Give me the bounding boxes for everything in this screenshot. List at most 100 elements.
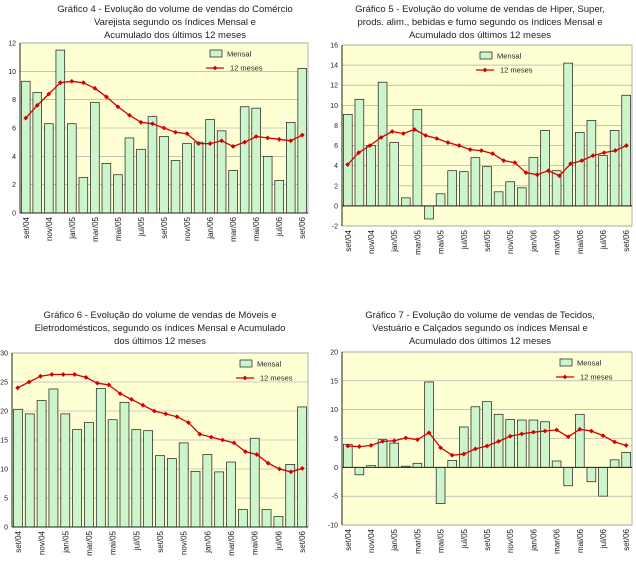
line-point	[601, 150, 607, 155]
chart-5-title-line-1: Gráfico 5 - Evolução do volume de vendas…	[355, 4, 605, 15]
line-point	[356, 150, 362, 155]
y-tick-label: 8	[12, 97, 16, 104]
line-point	[415, 437, 420, 443]
line-point	[589, 428, 594, 434]
line-point	[423, 133, 429, 138]
x-tick-label: set/06	[622, 528, 631, 550]
line-point	[612, 439, 617, 445]
line-point	[140, 402, 146, 408]
line-point	[490, 151, 495, 156]
legend-label-mensal: Mensal	[227, 50, 252, 59]
y-tick-label: 0	[12, 211, 16, 218]
x-tick-label: mai/05	[109, 530, 118, 555]
x-tick-label: set/05	[156, 530, 165, 552]
line-point	[83, 374, 89, 380]
line-point	[117, 391, 123, 396]
line-point	[219, 138, 224, 144]
x-tick-label: set/04	[344, 528, 353, 550]
line-point	[197, 431, 203, 437]
bar	[389, 442, 399, 468]
x-tick-label: set/04	[22, 216, 31, 238]
line-point	[479, 148, 484, 153]
bar	[447, 460, 457, 468]
x-tick-label: mar/06	[553, 229, 562, 254]
line-point	[173, 129, 178, 135]
y-tick-label: 5	[334, 436, 338, 443]
legend-label-mensal: Mensal	[257, 360, 282, 369]
line-point	[184, 131, 190, 137]
legend: Mensal 12 meses	[476, 52, 533, 75]
x-tick-label: set/05	[483, 229, 492, 251]
chart-4-title: Gráfico 4 - Evolução do volume de vendas…	[30, 3, 320, 42]
chart-6-title-line-3: dos últimos 12 meses	[114, 336, 206, 347]
x-tick-label: jan/05	[68, 216, 77, 239]
line-point	[151, 408, 157, 414]
line-point	[554, 427, 559, 433]
y-tick-label: 30	[0, 351, 8, 358]
chart-7-title-line-3: Acumulado dos últimos 12 meses	[408, 336, 552, 347]
line-point	[426, 430, 432, 436]
line-point	[254, 452, 260, 457]
x-tick-label: mar/05	[413, 229, 422, 254]
line-point	[534, 172, 540, 178]
line-point	[242, 139, 248, 145]
bar	[482, 401, 492, 468]
x-tick-label: mai/06	[251, 530, 260, 555]
line-point	[161, 125, 167, 131]
line-point	[600, 433, 606, 439]
line-point	[186, 420, 191, 425]
legend-label-mensal: Mensal	[577, 359, 602, 368]
chart-5-title-line-3: Acumulado dos últimos 12 meses	[408, 30, 552, 41]
y-tick-label: 4	[12, 154, 16, 161]
y-tick-label: 16	[330, 43, 338, 50]
legend-swatch-mensal	[239, 359, 253, 368]
x-tick-label: mai/05	[114, 216, 123, 241]
line-point	[72, 372, 78, 377]
y-tick-label: 12	[8, 41, 16, 48]
y-tick-label: -2	[332, 224, 338, 231]
bar	[598, 466, 608, 497]
line-point	[357, 444, 362, 449]
x-tick-label: mai/05	[437, 229, 446, 254]
line-point	[276, 136, 282, 142]
x-tick-label: set/06	[298, 530, 307, 552]
bar	[609, 459, 620, 468]
line-point	[473, 446, 478, 452]
line-point	[507, 433, 513, 439]
y-tick-label: 10	[8, 69, 16, 76]
line-point	[92, 85, 98, 91]
line-point	[467, 147, 473, 152]
y-tick-label: 6	[334, 143, 338, 150]
line-point	[196, 141, 201, 146]
bar	[505, 419, 515, 468]
y-tick-label: 4	[334, 163, 338, 170]
x-tick-label: set/05	[483, 528, 492, 550]
x-tick-label: jan/05	[390, 229, 399, 252]
x-tick-label: jul/06	[274, 530, 283, 551]
line-point	[531, 429, 536, 435]
line-point	[438, 445, 443, 451]
x-tick-label: jan/05	[61, 530, 70, 553]
line-point	[412, 127, 417, 132]
x-tick-label: jan/06	[529, 528, 538, 551]
x-tick-label: nov/05	[506, 528, 515, 553]
x-tick-label: mar/06	[227, 530, 236, 555]
y-tick-label: 15	[0, 438, 8, 445]
legend: Mensal 12 meses	[556, 359, 613, 382]
line-point	[389, 129, 395, 134]
chart-4-title-line-3: Acumulado dos últimos 12 meses	[103, 30, 247, 41]
line-point	[391, 438, 397, 444]
chart-6-title-line-2: Eletrodomésticos, segundo os índices Men…	[34, 323, 286, 334]
line-point	[94, 380, 100, 386]
y-tick-label: 2	[334, 183, 338, 190]
x-tick-label: jul/05	[460, 528, 469, 549]
line-point	[434, 136, 440, 141]
chart-7-title: Gráfico 7 - Evolução do volume de vendas…	[330, 309, 630, 348]
line-point	[150, 121, 155, 127]
y-tick-label: 0	[4, 525, 8, 532]
line-point	[456, 143, 462, 148]
bar	[435, 466, 446, 505]
chart-7-title-line-1: Gráfico 7 - Evolução do volume de vendas…	[365, 310, 595, 321]
